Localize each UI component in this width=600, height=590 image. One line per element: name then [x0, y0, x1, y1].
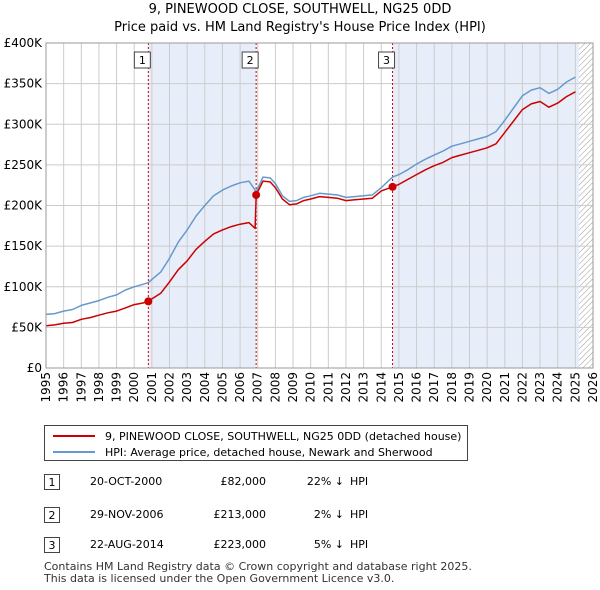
x-tick-label: 2023 [533, 372, 547, 403]
footer-licence: This data is licensed under the Open Gov… [44, 572, 395, 585]
transaction-price: £82,000 [220, 475, 267, 488]
transaction-date: 29-NOV-2006 [90, 508, 164, 521]
sale-point [388, 182, 397, 191]
y-tick-label: £150K [4, 239, 44, 253]
chart-title: 9, PINEWOOD CLOSE, SOUTHWELL, NG25 0DD [148, 2, 452, 17]
transaction-number-badge: 2 [44, 507, 60, 523]
sale-point [144, 297, 153, 306]
sale-marker-box [241, 51, 259, 69]
x-tick-label: 2013 [357, 372, 371, 403]
sale-marker-label: 3 [383, 54, 390, 67]
x-tick-label: 2007 [251, 372, 265, 403]
x-tick-label: 2010 [304, 372, 318, 403]
y-tick-label: £250K [4, 158, 44, 172]
hpi-series-line [45, 76, 576, 316]
chart-subtitle: Price paid vs. HM Land Registry's House … [114, 20, 486, 35]
x-tick-label: 2019 [462, 372, 476, 403]
transaction-date: 22-AUG-2014 [90, 538, 164, 551]
legend-swatch-hpi [53, 451, 95, 453]
x-tick-label: 2009 [286, 372, 300, 403]
x-tick-label: 2001 [145, 372, 159, 403]
y-tick-label: £0 [27, 361, 42, 375]
x-tick-label: 2011 [321, 372, 335, 403]
transaction-hpi-label: HPI [350, 538, 369, 551]
transaction-pct-vs-hpi: 2% ↓ [313, 508, 344, 521]
y-tick-label: £50K [11, 320, 43, 334]
sale-marker-box [378, 51, 396, 69]
transaction-pct-vs-hpi: 5% ↓ [313, 538, 344, 551]
x-tick-label: 2018 [445, 372, 459, 403]
legend-label-price: 9, PINEWOOD CLOSE, SOUTHWELL, NG25 0DD (… [105, 429, 462, 443]
sale-marker-label: 1 [139, 54, 146, 67]
transaction-pct-vs-hpi: 22% ↓ [306, 475, 344, 488]
legend-swatch-price [53, 435, 95, 437]
x-tick-label: 2002 [163, 372, 177, 403]
transaction-number-badge: 1 [44, 474, 60, 490]
transaction-price: £213,000 [213, 508, 267, 521]
x-tick-label: 2020 [480, 372, 494, 403]
x-tick-label: 1995 [39, 372, 53, 403]
y-tick-label: £200K [4, 199, 44, 213]
price-series-line [45, 91, 576, 327]
x-tick-label: 1999 [110, 372, 124, 403]
legend-label-hpi: HPI: Average price, detached house, Newa… [105, 445, 433, 459]
x-tick-label: 2016 [410, 372, 424, 403]
x-tick-label: 1996 [57, 372, 71, 403]
y-tick-label: £100K [4, 280, 44, 294]
sale-marker-box [133, 51, 151, 69]
x-tick-label: 2005 [215, 372, 229, 403]
transaction-date: 20-OCT-2000 [90, 475, 163, 488]
transaction-hpi-label: HPI [350, 508, 369, 521]
x-tick-label: 2026 [586, 372, 600, 403]
legend-item-price: 9, PINEWOOD CLOSE, SOUTHWELL, NG25 0DD (… [53, 428, 461, 444]
x-tick-label: 2003 [180, 372, 194, 403]
y-tick-label: £350K [4, 77, 44, 91]
x-tick-label: 2021 [498, 372, 512, 403]
x-tick-label: 1997 [74, 372, 88, 403]
transaction-hpi-label: HPI [350, 475, 369, 488]
x-tick-label: 2024 [551, 372, 565, 403]
y-tick-label: £400K [4, 36, 44, 50]
price-chart: 1 2 3 £0 £50K £100K £150K £200K £250K £300K £350K… [4, 36, 600, 403]
chart-legend: 9, PINEWOOD CLOSE, SOUTHWELL, NG25 0DD (… [44, 425, 468, 461]
legend-item-hpi: HPI: Average price, detached house, Newa… [53, 444, 433, 460]
transaction-number-badge: 3 [44, 537, 60, 553]
x-tick-label: 2008 [268, 372, 282, 403]
sale-marker-label: 2 [247, 54, 254, 67]
y-tick-label: £300K [4, 117, 44, 131]
sale-point [252, 190, 261, 199]
footer-copyright: Contains HM Land Registry data © Crown c… [44, 560, 472, 573]
x-tick-label: 2000 [127, 372, 141, 403]
x-tick-label: 2025 [568, 372, 582, 403]
x-tick-label: 2014 [374, 372, 388, 403]
transaction-price: £223,000 [213, 538, 267, 551]
x-tick-label: 2015 [392, 372, 406, 403]
x-tick-label: 2017 [427, 372, 441, 403]
x-tick-label: 2006 [233, 372, 247, 403]
x-tick-label: 2022 [515, 372, 529, 403]
plot-frame [45, 42, 594, 369]
x-tick-label: 2004 [198, 372, 212, 403]
x-tick-label: 2012 [339, 372, 353, 403]
x-tick-label: 1998 [92, 372, 106, 403]
